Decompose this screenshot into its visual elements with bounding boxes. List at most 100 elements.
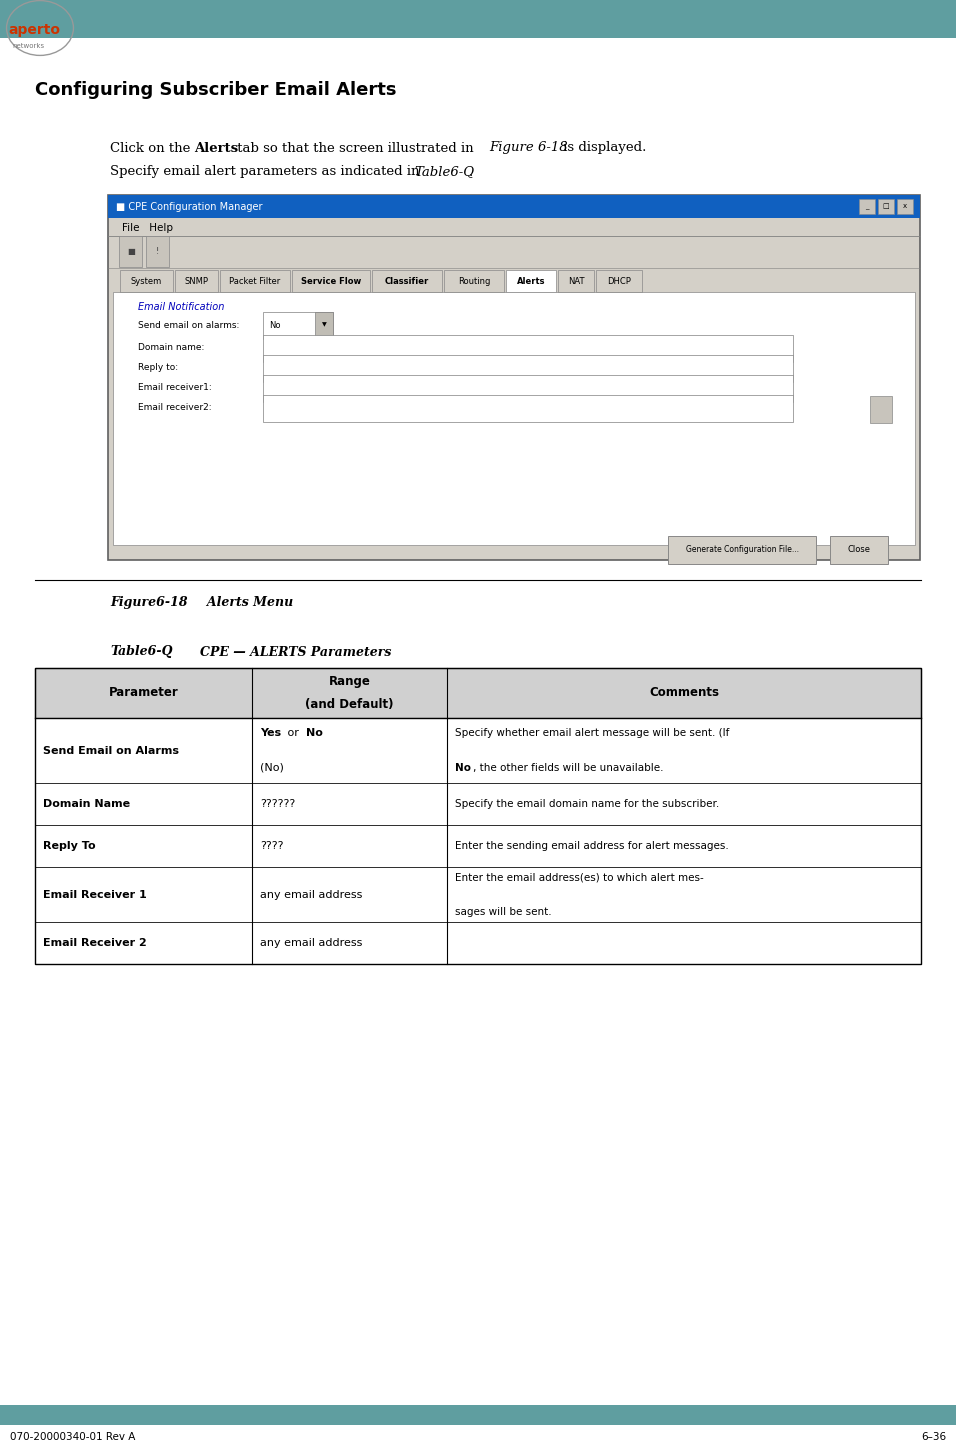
Text: x: x <box>903 203 907 209</box>
Text: .: . <box>468 166 473 179</box>
Bar <box>830 535 888 564</box>
Text: networks: networks <box>12 43 44 49</box>
Bar <box>263 335 793 362</box>
Bar <box>35 719 921 784</box>
Text: any email address: any email address <box>260 889 362 899</box>
Text: Email Receiver 1: Email Receiver 1 <box>43 889 147 899</box>
Text: any email address: any email address <box>260 938 362 948</box>
Text: ??????: ?????? <box>260 799 295 810</box>
Text: sages will be sent.: sages will be sent. <box>455 906 552 916</box>
Text: ■: ■ <box>127 247 135 255</box>
Text: ????: ???? <box>260 841 284 851</box>
Text: NAT: NAT <box>568 277 584 286</box>
Bar <box>858 199 875 214</box>
Bar <box>263 375 793 403</box>
Text: !: ! <box>156 247 160 255</box>
Text: aperto: aperto <box>8 23 60 38</box>
Text: Email Notification: Email Notification <box>138 302 225 312</box>
Text: File   Help: File Help <box>122 224 173 232</box>
Bar <box>108 195 920 218</box>
Text: Enter the email address(es) to which alert mes-: Enter the email address(es) to which ale… <box>455 872 704 882</box>
Bar <box>897 199 913 214</box>
Bar <box>444 270 504 291</box>
Bar <box>175 270 218 291</box>
Text: Service Flow: Service Flow <box>301 277 361 286</box>
Text: Send email on alarms:: Send email on alarms: <box>138 320 239 329</box>
Text: Domain Name: Domain Name <box>43 799 130 810</box>
Bar <box>220 270 290 291</box>
Text: No: No <box>269 320 280 329</box>
Text: 6–36: 6–36 <box>921 1431 946 1442</box>
Text: No: No <box>455 763 471 773</box>
Text: Packet Filter: Packet Filter <box>229 277 281 286</box>
Text: Classifier: Classifier <box>385 277 429 286</box>
Text: Figure6-18: Figure6-18 <box>110 596 187 609</box>
Text: Specify the email domain name for the subscriber.: Specify the email domain name for the su… <box>455 799 719 810</box>
Text: Parameter: Parameter <box>109 687 179 700</box>
Text: Click on the: Click on the <box>110 141 199 154</box>
Text: Figure 6-18: Figure 6-18 <box>489 141 568 154</box>
Text: Reply to:: Reply to: <box>138 364 178 372</box>
Text: Routing: Routing <box>458 277 490 286</box>
Bar <box>120 235 142 267</box>
Bar <box>558 270 594 291</box>
Bar <box>263 312 333 339</box>
Text: Yes: Yes <box>260 729 281 739</box>
Text: Specify email alert parameters as indicated in: Specify email alert parameters as indica… <box>110 166 424 179</box>
Text: (No): (No) <box>260 763 284 773</box>
Text: (and Default): (and Default) <box>305 698 394 711</box>
Text: Alerts: Alerts <box>517 277 545 286</box>
Text: Comments: Comments <box>649 687 719 700</box>
Text: Reply To: Reply To <box>43 841 96 851</box>
Text: tab so that the screen illustrated in: tab so that the screen illustrated in <box>233 141 478 154</box>
Bar <box>120 270 173 291</box>
Bar <box>113 291 915 545</box>
Bar <box>668 535 816 564</box>
Text: is displayed.: is displayed. <box>559 141 646 154</box>
Bar <box>35 825 921 867</box>
Bar <box>35 922 921 964</box>
Text: □: □ <box>882 203 889 209</box>
Text: Range: Range <box>329 675 371 688</box>
Bar <box>506 270 556 291</box>
Text: _: _ <box>865 203 869 209</box>
Text: Alerts Menu: Alerts Menu <box>185 596 293 609</box>
Text: CHAPTER 6.  BSU AND SUBSCRIBER CONFIGURATION: CHAPTER 6. BSU AND SUBSCRIBER CONFIGURAT… <box>621 16 950 25</box>
Text: Specify whether email alert message will be sent. (If: Specify whether email alert message will… <box>455 729 729 739</box>
Bar <box>878 199 894 214</box>
Bar <box>870 395 892 423</box>
Bar <box>35 867 921 922</box>
Bar <box>372 270 442 291</box>
Text: CPE — ALERTS Parameters: CPE — ALERTS Parameters <box>165 645 392 658</box>
Text: , the other fields will be unavailable.: , the other fields will be unavailable. <box>473 763 663 773</box>
Text: ▼: ▼ <box>321 322 326 328</box>
Bar <box>146 235 169 267</box>
Bar <box>263 395 793 423</box>
Text: Configuring Subscriber Email Alerts: Configuring Subscriber Email Alerts <box>35 81 397 100</box>
Text: or: or <box>284 729 302 739</box>
Text: 070-20000340-01 Rev A: 070-20000340-01 Rev A <box>10 1431 136 1442</box>
Text: Enter the sending email address for alert messages.: Enter the sending email address for aler… <box>455 841 728 851</box>
Text: Email receiver1:: Email receiver1: <box>138 384 211 392</box>
Bar <box>35 668 921 719</box>
Bar <box>0 1405 956 1426</box>
Text: Domain name:: Domain name: <box>138 343 205 352</box>
Text: ■ CPE Configuration Manager: ■ CPE Configuration Manager <box>116 202 262 212</box>
Text: Send Email on Alarms: Send Email on Alarms <box>43 746 179 756</box>
Text: SNMP: SNMP <box>185 277 208 286</box>
Bar <box>315 312 333 339</box>
Text: No: No <box>306 729 323 739</box>
Bar <box>596 270 642 291</box>
Bar <box>108 195 920 560</box>
Text: Email Receiver 2: Email Receiver 2 <box>43 938 147 948</box>
Text: DHCP: DHCP <box>607 277 631 286</box>
Text: Generate Configuration File...: Generate Configuration File... <box>685 545 798 554</box>
Bar <box>35 668 921 964</box>
Text: Table6-Q: Table6-Q <box>414 166 474 179</box>
Bar <box>292 270 370 291</box>
Text: Table6-Q: Table6-Q <box>110 645 172 658</box>
Bar <box>263 355 793 382</box>
Text: Alerts: Alerts <box>194 141 238 154</box>
Bar <box>0 0 956 38</box>
Text: System: System <box>131 277 163 286</box>
